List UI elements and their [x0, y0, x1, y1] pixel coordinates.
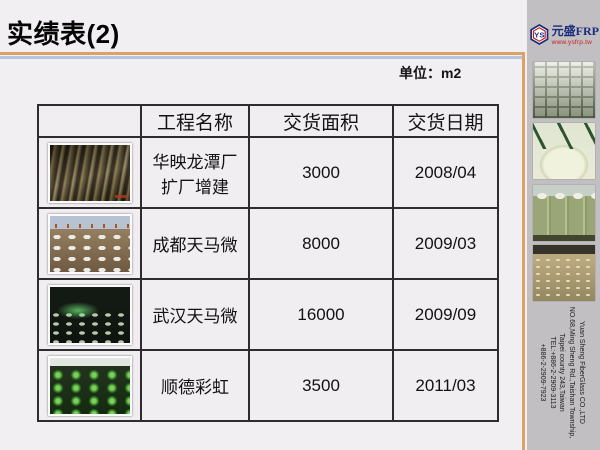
company-website: www.ysfrp.tw	[551, 39, 592, 46]
table-row: 顺德彩虹 3500 2011/03	[37, 349, 499, 422]
column-header-delivery-area: 交货面积	[248, 104, 394, 138]
delivery-date: 2009/09	[392, 278, 499, 351]
delivery-date: 2011/03	[392, 349, 499, 422]
factory-ceiling-beams-photo	[47, 142, 132, 203]
column-header-delivery-date: 交货日期	[392, 104, 499, 138]
green-domes-floor-photo	[47, 355, 132, 416]
frp-storage-tanks-photo	[533, 185, 595, 241]
delivery-area: 16000	[248, 278, 394, 351]
title-rule-blue	[0, 56, 524, 59]
sidebar-divider-line	[522, 52, 525, 450]
delivery-area: 3000	[248, 136, 394, 209]
waffle-ceiling-photo	[533, 62, 595, 118]
projects-table: 工程名称 交货面积 交货日期 华映龙潭厂 扩厂增建 3000 2008/04 成…	[37, 104, 499, 422]
company-logo: YS 元盛FRP www.ysfrp.tw	[529, 22, 599, 46]
sidebar: YS 元盛FRP www.ysfrp.tw Yuan Sheng FiberGl…	[527, 0, 600, 450]
table-header-row: 工程名称 交货面积 交货日期	[37, 104, 499, 138]
construction-site-discs-photo	[47, 213, 132, 274]
project-name: 顺德彩虹	[140, 349, 250, 422]
company-name: 元盛FRP	[551, 24, 599, 38]
title-rule-orange	[0, 52, 524, 55]
dark-floor-discs-photo	[47, 284, 132, 345]
page-title: 实绩表(2)	[7, 19, 120, 49]
unit-label: 单位：m2	[399, 65, 462, 81]
column-header-project-name: 工程名称	[140, 104, 250, 138]
factory-floor-photo	[533, 245, 595, 301]
company-address: Yuan Sheng FiberGlass CO.,LTD NO.68,Ming…	[538, 306, 585, 439]
delivery-date: 2009/03	[392, 207, 499, 280]
project-name: 成都天马微	[140, 207, 250, 280]
column-header-photo	[37, 104, 142, 138]
project-name: 华映龙潭厂 扩厂增建	[140, 136, 250, 209]
table-row: 华映龙潭厂 扩厂增建 3000 2008/04	[37, 136, 499, 209]
table-row: 武汉天马微 16000 2009/09	[37, 278, 499, 351]
svg-text:YS: YS	[534, 30, 544, 39]
delivery-area: 3500	[248, 349, 394, 422]
delivery-date: 2008/04	[392, 136, 499, 209]
frp-tank-with-pipes-photo	[533, 123, 595, 179]
ys-hexagon-logo-icon: YS	[530, 23, 549, 45]
delivery-area: 8000	[248, 207, 394, 280]
project-name: 武汉天马微	[140, 278, 250, 351]
table-row: 成都天马微 8000 2009/03	[37, 207, 499, 280]
